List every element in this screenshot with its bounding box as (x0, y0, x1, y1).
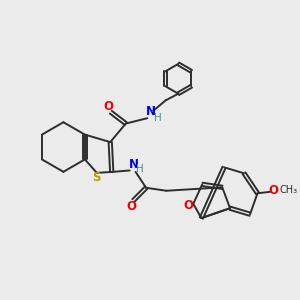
Text: O: O (127, 200, 136, 213)
Text: CH₃: CH₃ (280, 185, 298, 195)
Text: O: O (268, 184, 279, 197)
Text: H: H (154, 112, 162, 123)
Text: O: O (104, 100, 114, 113)
Text: H: H (136, 164, 144, 174)
Text: N: N (146, 105, 156, 118)
Text: N: N (128, 158, 139, 171)
Text: S: S (93, 171, 101, 184)
Text: O: O (183, 199, 193, 212)
